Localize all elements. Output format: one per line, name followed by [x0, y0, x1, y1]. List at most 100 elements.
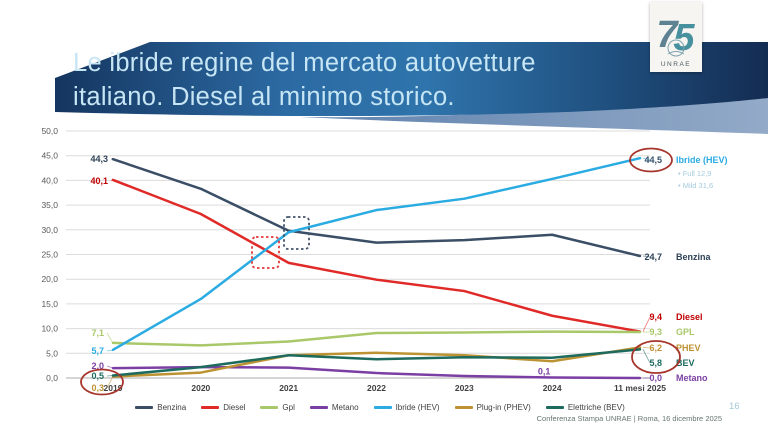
unrae-logo-graphic: 7 5 UNRAE	[656, 14, 695, 68]
highlight-diesel_cross_box	[251, 236, 280, 269]
highlight-phev_bev_end_circle	[631, 340, 681, 374]
ibride-side-label: Ibride (HEV)	[676, 155, 728, 165]
highlight-benzina_cross_box	[283, 216, 310, 250]
x-tick-label: 2019	[104, 383, 123, 393]
legend-item-metano: Metano	[309, 403, 359, 412]
y-tick-label: 50,0	[41, 126, 58, 136]
bev-side-label: BEV	[676, 358, 695, 368]
metano-mid-value: 0,1	[538, 367, 551, 377]
ibride-start-value: 5,7	[91, 346, 104, 356]
y-tick-label: 10,0	[41, 324, 58, 334]
bev-end-value: 5,8	[649, 358, 662, 368]
legend-label-gpl: Gpl	[282, 403, 295, 412]
phev-side-label: PHEV	[676, 343, 701, 353]
page-number: 16	[729, 401, 740, 412]
legend-item-gpl: Gpl	[260, 403, 295, 412]
diesel-end-value: 9,4	[649, 312, 662, 322]
ibride-end-value: 44,5	[644, 155, 662, 165]
unrae-logo: 7 5 UNRAE	[650, 2, 702, 72]
highlight-hev_end_circle	[629, 147, 673, 173]
phev-end-callout	[642, 346, 651, 349]
legend-label-ibride: Ibride (HEV)	[395, 403, 440, 412]
legend-swatch-ibride	[373, 406, 392, 409]
x-tick-label: 2022	[367, 383, 386, 393]
chart-legend: Benzina Diesel Gpl Metano Ibride (HEV) Plug-i…	[60, 403, 700, 412]
metano-end-value: 0,0	[649, 373, 662, 383]
benzina-end-value: 24,7	[644, 252, 662, 262]
y-tick-label: 20,0	[41, 274, 58, 284]
benzina-side-label: Benzina	[676, 252, 712, 262]
legend-swatch-diesel	[201, 406, 220, 409]
phev-end-value: 6,2	[649, 343, 662, 353]
y-tick-label: 35,0	[41, 200, 58, 210]
legend-label-phev: Plug-in (PHEV)	[476, 403, 531, 412]
phev-start-callout	[106, 376, 114, 389]
legend-item-ibride: Ibride (HEV)	[373, 403, 440, 412]
hev-sub-label-1: • Mild 31,6	[678, 181, 713, 190]
legend-item-diesel: Diesel	[201, 403, 245, 412]
diesel-end-callout	[642, 316, 651, 332]
x-tick-label: 11 mesi 2025	[614, 383, 666, 393]
metano-side-label: Metano	[676, 373, 708, 383]
title-banner	[55, 42, 768, 134]
bev-start-value: 0,5	[91, 371, 104, 381]
legend-swatch-gpl	[260, 406, 279, 409]
legend-item-bev: Elettriche (BEV)	[545, 403, 625, 412]
legend-label-diesel: Diesel	[223, 403, 246, 412]
unrae-car-icon	[667, 51, 685, 55]
legend-swatch-metano	[309, 406, 328, 409]
hev-sub-label-0: • Full 12,9	[678, 169, 711, 178]
logo-digit-5: 5	[673, 17, 695, 59]
phev-start-value: 0,3	[91, 383, 104, 393]
unrae-logo-wordmark: UNRAE	[661, 61, 691, 68]
series-line-gpl	[111, 330, 642, 347]
diesel-start-callout	[110, 179, 114, 182]
gpl-end-value: 9,3	[649, 327, 662, 337]
benzina-end-callout	[642, 255, 651, 258]
diesel-side-label: Diesel	[676, 312, 703, 322]
logo-digit-7: 7	[656, 14, 679, 56]
legend-swatch-benzina	[135, 406, 154, 409]
unrae-globe-icon	[667, 39, 685, 57]
highlight-bev_phev_start_circle	[80, 368, 124, 396]
metano-start-value: 2,0	[91, 361, 104, 371]
banner-accent-swoosh	[300, 88, 768, 134]
bev-end-callout	[642, 349, 651, 364]
legend-swatch-bev	[545, 406, 564, 409]
y-tick-label: 45,0	[41, 151, 58, 161]
legend-label-metano: Metano	[331, 403, 359, 412]
legend-swatch-phev	[454, 406, 473, 409]
legend-item-phev: Plug-in (PHEV)	[454, 403, 531, 412]
footer-caption: Conferenza Stampa UNRAE | Roma, 16 dicem…	[536, 414, 722, 423]
series-line-phev	[111, 346, 642, 378]
ibride-start-callout	[106, 349, 114, 352]
benzina-start-value: 44,3	[90, 154, 108, 164]
diesel-start-value: 40,1	[90, 176, 108, 186]
slide-title: Le ibride regine del mercato autovetture…	[73, 46, 536, 114]
gpl-start-callout	[106, 332, 114, 344]
series-line-ibride	[111, 156, 642, 352]
slide-title-line2: italiano. Diesel al minimo storico.	[73, 83, 455, 111]
metano-start-callout	[106, 365, 114, 369]
x-tick-label: 2021	[279, 383, 298, 393]
legend-label-benzina: Benzina	[157, 403, 187, 412]
y-tick-label: 40,0	[41, 175, 58, 185]
series-line-diesel	[111, 178, 642, 333]
gpl-start-value: 7,1	[91, 328, 104, 338]
series-line-benzina	[111, 157, 642, 258]
y-tick-label: 15,0	[41, 299, 58, 309]
slide-title-line1: Le ibride regine del mercato autovetture	[73, 49, 536, 77]
gpl-side-label: GPL	[676, 327, 695, 337]
series-line-bev	[111, 348, 642, 377]
y-tick-label: 0,0	[46, 373, 58, 383]
y-tick-label: 5,0	[46, 348, 58, 358]
x-tick-label: 2024	[543, 383, 562, 393]
y-tick-label: 25,0	[41, 250, 58, 260]
x-tick-label: 2020	[191, 383, 210, 393]
ibride-end-callout	[642, 157, 651, 161]
y-tick-label: 30,0	[41, 225, 58, 235]
legend-item-benzina: Benzina	[135, 403, 186, 412]
legend-label-bev: Elettriche (BEV)	[567, 403, 625, 412]
